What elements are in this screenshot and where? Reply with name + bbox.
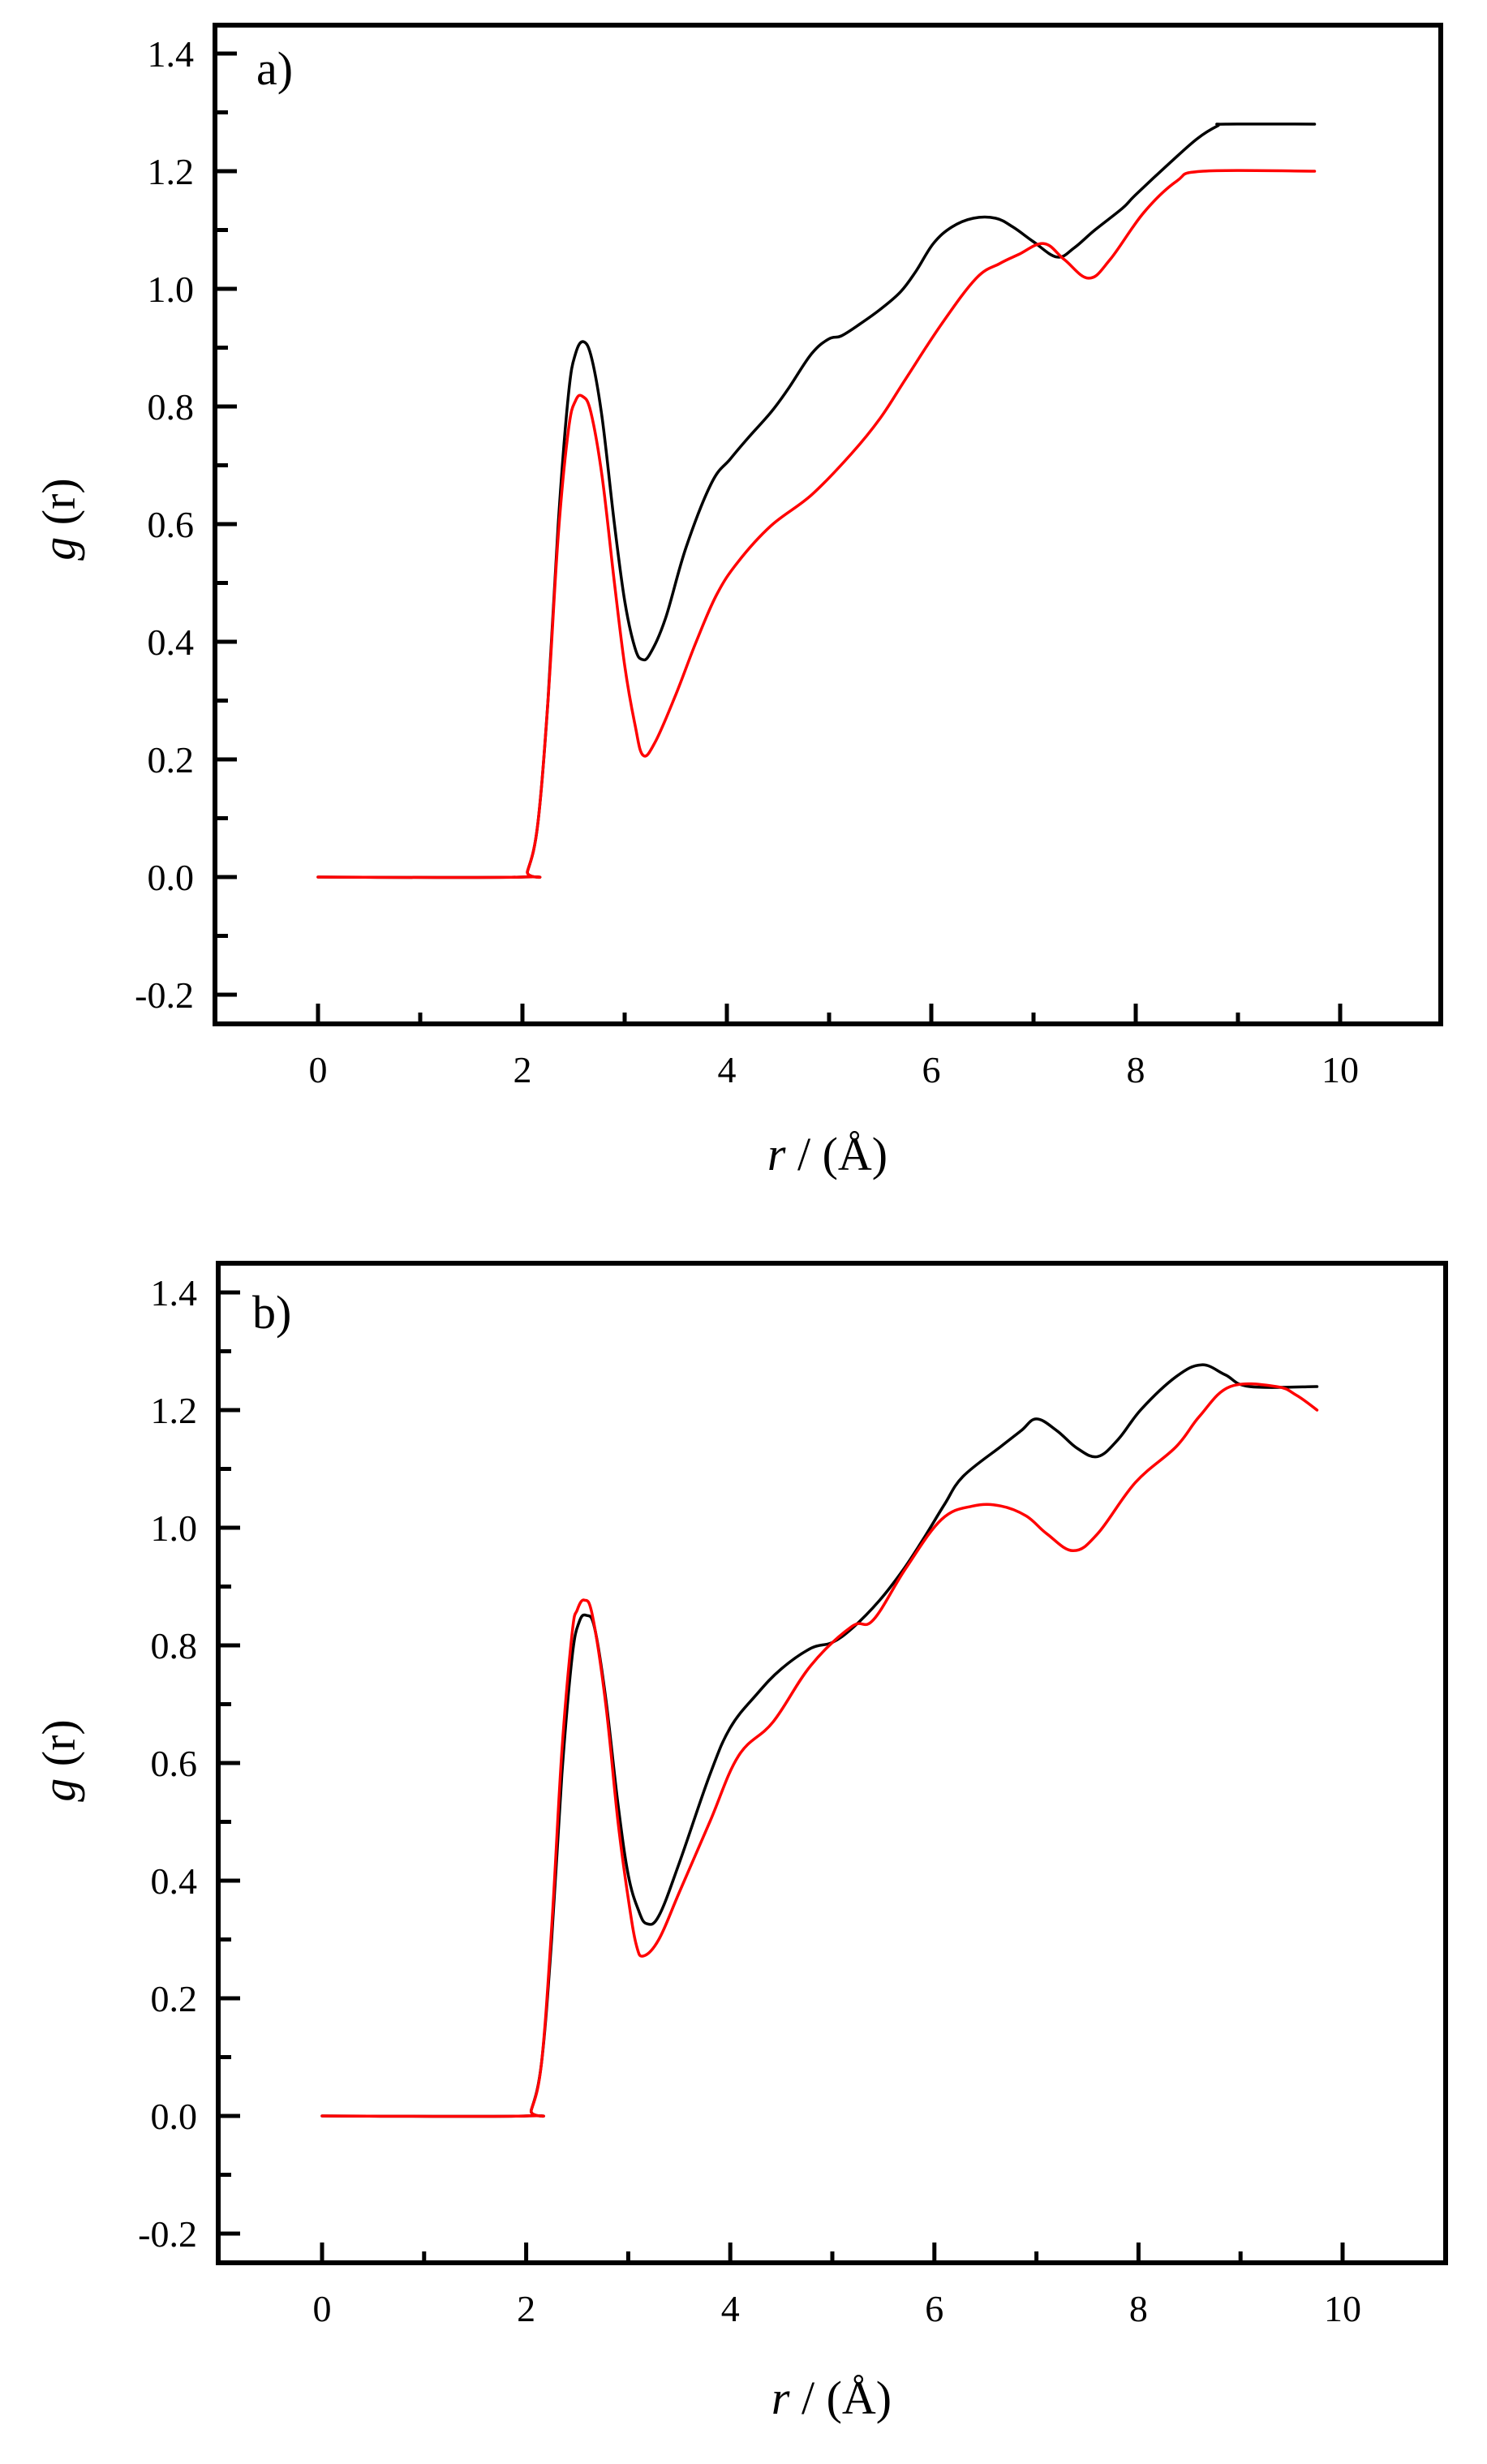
panel-a-x-axis-label-unit: / (Å) (785, 1128, 887, 1180)
panel-b-y-axis-label: g (r) (32, 1719, 85, 1801)
panel-a-x-axis-label-var: r (767, 1128, 786, 1180)
panel-b-series (320, 1363, 1319, 2118)
panel-b-black-curve (320, 1363, 1319, 2118)
y-tick-label: -0.2 (135, 974, 194, 1016)
y-tick-label: 1.4 (148, 33, 195, 75)
y-tick-label: 0.0 (148, 857, 195, 898)
y-tick-label: 1.0 (151, 1507, 198, 1549)
y-tick-label: 1.4 (151, 1272, 198, 1314)
y-tick-label: 1.2 (151, 1390, 198, 1431)
panel-a-series (316, 123, 1317, 879)
x-tick-label: 0 (309, 1049, 328, 1090)
x-tick-label: 2 (514, 1049, 532, 1090)
panel-b-y-axis-label-rest: (r) (32, 1719, 85, 1778)
panel-b-x-axis-label: r / (Å) (771, 2372, 892, 2424)
x-tick-label: 4 (721, 2288, 740, 2329)
y-tick-label: 0.4 (151, 1860, 198, 1902)
x-tick-label: 4 (718, 1049, 737, 1090)
panel-a: -0.20.00.20.40.60.81.01.21.4 0 2 4 6 8 10 a) … (32, 23, 1443, 1180)
y-tick-label: 0.2 (151, 1978, 198, 2019)
y-tick-label: 0.6 (148, 504, 195, 545)
panel-b-red-curve (320, 1382, 1319, 2118)
panel-a-x-ticks: 0 2 4 6 8 10 (309, 1004, 1359, 1090)
y-tick-label: 1.2 (148, 151, 195, 192)
y-tick-label: 1.0 (148, 269, 195, 310)
y-tick-label: 0.2 (148, 739, 195, 780)
x-tick-label: 2 (517, 2288, 535, 2329)
panel-b-x-ticks: 0 2 4 6 8 10 (313, 2243, 1361, 2329)
y-tick-label: 0.8 (151, 1625, 198, 1666)
y-tick-label: 0.8 (148, 386, 195, 428)
panel-b-tag: b) (252, 1286, 291, 1339)
x-tick-label: 8 (1127, 1049, 1145, 1090)
panel-a-tag: a) (256, 42, 293, 95)
x-tick-label: 6 (925, 2288, 943, 2329)
panel-a-red-curve (316, 169, 1317, 879)
x-tick-label: 6 (922, 1049, 941, 1090)
x-tick-label: 8 (1129, 2288, 1148, 2329)
panel-a-black-curve (316, 123, 1317, 879)
y-tick-label: 0.4 (148, 621, 195, 663)
panel-b-y-axis-label-var: g (32, 1778, 85, 1802)
x-tick-label: 10 (1322, 1049, 1359, 1090)
panel-b-x-axis-label-var: r (771, 2372, 790, 2424)
y-tick-label: 0.6 (151, 1743, 198, 1784)
panel-a-x-axis-label: r / (Å) (767, 1128, 887, 1180)
panel-a-y-axis-label: g (r) (32, 478, 85, 560)
panel-a-y-axis-label-rest: (r) (32, 478, 85, 536)
panel-a-y-axis-label-var: g (32, 537, 85, 561)
x-tick-label: 10 (1324, 2288, 1361, 2329)
panel-b: -0.20.00.20.40.60.81.01.21.4 0 2 4 6 8 10 b) … (32, 1261, 1448, 2424)
y-tick-label: 0.0 (151, 2096, 198, 2137)
panel-b-x-axis-label-unit: / (Å) (789, 2372, 892, 2424)
panel-a-y-ticks: -0.2 0.0 0.2 0.4 0.6 0.8 1.0 1.2 1.4 (135, 33, 237, 1016)
x-tick-label: 0 (313, 2288, 332, 2329)
y-tick-label: -0.2 (138, 2213, 197, 2255)
panel-b-y-ticks: -0.2 0.0 0.2 0.4 0.6 0.8 1.0 1.2 1.4 (138, 1272, 240, 2255)
